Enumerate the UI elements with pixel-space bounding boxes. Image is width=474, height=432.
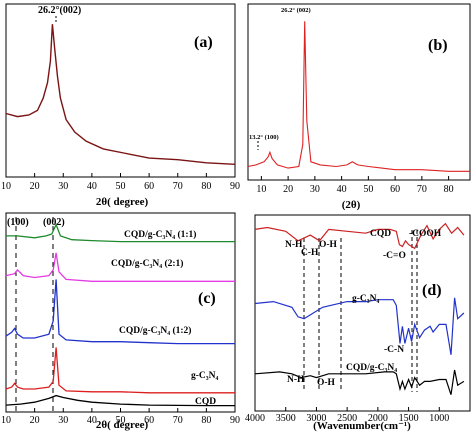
panel-b-xlabel: (2θ) [342, 199, 361, 211]
panel-b-x-tick-label: 10 [256, 184, 266, 195]
panel-d-label-cn: -C-N [384, 345, 404, 355]
panel-d-x-ticks: 4000 3500 3000 2500 2000 1500 1000 [245, 407, 449, 424]
panel-c-series-1 [5, 252, 235, 282]
panel-b-x-tick-label: 60 [390, 184, 400, 195]
panel-c: 10 20 30 40 50 60 70 80 90 (100) (002) CQD/g-C₃N… [1, 212, 240, 431]
panel-b-peak-label-100: 13.2° (100) [249, 134, 279, 141]
panel-c-label-cqd: CQD [195, 397, 216, 407]
panel-d-x-tick-label: 2500 [337, 413, 357, 424]
panel-c-series-2 [5, 279, 235, 345]
panel-b-x-tick-label: 40 [337, 184, 347, 195]
panel-c-x-tick-label: 90 [230, 415, 240, 426]
panel-c-x-tick-label: 50 [116, 415, 126, 426]
panel-b: 10 20 30 40 50 60 70 80 26.2° (002) 13.2° (100)… [247, 3, 471, 211]
panel-c-x-tick-label: 20 [30, 415, 40, 426]
panel-d-xlabel: (Wavenumber(cm⁻¹) [313, 420, 411, 432]
panel-c-label-1-2: CQD/g-C₃N₄ (1:2) [119, 325, 191, 336]
panel-d: 4000 3500 3000 2500 2000 1500 1000 CQD -COOH -… [245, 214, 471, 432]
panel-d-x-tick-label: 1000 [429, 413, 449, 424]
panel-d-label-oh-top: O-H [319, 240, 338, 250]
panel-c-series-3 [5, 347, 235, 394]
panel-b-x-tick-label: 20 [283, 184, 293, 195]
panel-a-x-ticks: 10 20 30 40 50 60 70 80 90 [1, 173, 240, 192]
panel-a-x-tick-label: 10 [1, 181, 11, 192]
panel-c-x-tick-label: 10 [1, 415, 11, 426]
panel-a-x-tick-label: 50 [116, 181, 126, 192]
panel-a-x-tick-label: 90 [230, 181, 240, 192]
panel-d-label-nh-top: N-H [285, 240, 303, 250]
panel-d-x-tick-label: 1500 [399, 413, 419, 424]
panel-c-x-tick-label: 70 [173, 415, 183, 426]
panel-a-frame [5, 3, 236, 178]
panel-b-x-tick-label: 80 [444, 184, 454, 195]
panel-d-series-0 [254, 222, 465, 250]
panel-a-xlabel: 2θ( degree) [96, 196, 149, 208]
panel-d-label-ch: C-H [301, 248, 319, 258]
panel-d-frame [254, 214, 471, 412]
panel-d-label: (d) [422, 282, 442, 299]
panel-b-series-line [247, 21, 470, 172]
panel-a-label: (a) [194, 34, 213, 51]
panel-d-label-nh-bottom: N-H [287, 375, 305, 385]
panel-b-label: (b) [428, 37, 448, 54]
panel-c-x-ticks: 10 20 30 40 50 60 70 80 90 [1, 408, 240, 426]
panel-d-label-cooh: -COOH [409, 229, 442, 239]
panel-b-peak-label-002: 26.2° (002) [281, 7, 311, 14]
panel-a-x-tick-label: 80 [201, 181, 211, 192]
panel-d-x-tick-label: 3000 [306, 413, 326, 424]
panel-c-xlabel: 2θ( degree) [96, 419, 149, 431]
panel-c-x-tick-label: 40 [87, 415, 97, 426]
panel-d-label-gcn: g-C₃N₄ [352, 294, 379, 304]
panel-b-frame [247, 3, 471, 181]
panel-a-x-tick-label: 70 [173, 181, 183, 192]
panel-d-x-tick-label: 2000 [368, 413, 388, 424]
panel-b-x-ticks: 10 20 30 40 50 60 70 80 [256, 176, 454, 195]
panel-c-label: (c) [198, 290, 216, 307]
panel-d-label-composite: CQD/g-C₃N₄ [346, 363, 397, 373]
panel-c-series-0 [6, 222, 235, 243]
panel-d-x-tick-label: 4000 [245, 413, 265, 424]
panel-c-peak-label-002: (002) [43, 217, 65, 228]
panel-c-x-tick-label: 60 [144, 415, 154, 426]
panel-a-x-tick-label: 40 [87, 181, 97, 192]
panel-d-x-tick-label: 3500 [276, 413, 296, 424]
panel-c-series-4 [5, 394, 235, 407]
panel-b-x-tick-label: 30 [310, 184, 320, 195]
panel-c-label-2-1: CQD/g-C₃N₄ (2:1) [111, 258, 183, 269]
panel-a-x-tick-label: 60 [144, 181, 154, 192]
panel-a-series-line [5, 24, 236, 165]
panel-a-peak-label: 26.2°(002) [38, 5, 81, 16]
panel-d-label-oh-bottom: O-H [317, 378, 336, 388]
panel-a: 10 20 30 40 50 60 70 80 90 26.2°(002) (a) 2θ( de… [1, 3, 240, 208]
panel-d-label-cqd: CQD [370, 229, 391, 239]
panel-a-x-tick-label: 20 [30, 181, 40, 192]
panel-d-label-co: -C=O [383, 251, 406, 261]
panel-d-series-lines [254, 222, 465, 395]
panel-b-x-tick-label: 50 [363, 184, 373, 195]
panel-b-x-tick-label: 70 [417, 184, 427, 195]
panel-d-series-1 [254, 297, 465, 355]
panel-c-series-lines [5, 222, 235, 407]
panel-c-label-gcn: g-C₃N₄ [191, 371, 218, 381]
panel-c-label-1-1: CQD/g-C₃N₄ (1:1) [124, 229, 196, 240]
panel-c-x-tick-label: 80 [201, 415, 211, 426]
panel-c-x-tick-label: 30 [58, 415, 68, 426]
panel-a-x-tick-label: 30 [58, 181, 68, 192]
panel-d-series-2 [254, 369, 465, 395]
panel-c-frame [5, 212, 236, 413]
panel-c-peak-label-100: (100) [7, 217, 29, 228]
